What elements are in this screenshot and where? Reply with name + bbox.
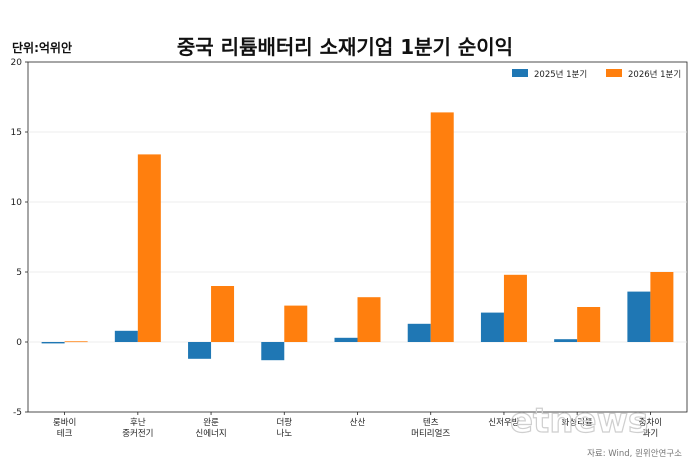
x-tick-label: 나노 <box>276 429 292 439</box>
legend-swatch <box>606 69 622 77</box>
legend-label: 2026년 1분기 <box>628 69 681 80</box>
plot-frame <box>27 61 688 413</box>
bar <box>188 342 212 359</box>
x-tick-label: 화성리튬 <box>562 418 593 428</box>
y-tick-label: 20 <box>11 58 23 68</box>
x-tick-label: 머티리얼즈 <box>411 428 450 439</box>
legend-label: 2025년 1분기 <box>534 69 587 80</box>
bar <box>284 305 308 342</box>
x-tick-label: 룽바이 <box>53 417 76 428</box>
bar <box>64 341 88 343</box>
x-tick-label: 신에너지 <box>195 428 226 439</box>
bar <box>430 112 454 343</box>
x-tick-label: 과기 <box>643 429 659 439</box>
bar <box>577 307 601 342</box>
x-tick-label: 중커전기 <box>122 428 153 439</box>
y-tick-label: 5 <box>16 268 22 278</box>
bar <box>261 342 285 361</box>
bar <box>334 337 358 342</box>
x-tick-label: 텐츠 <box>423 417 439 428</box>
bar <box>114 330 138 342</box>
bar <box>211 286 235 342</box>
x-tick-label: 신저우방 <box>488 417 519 428</box>
bar <box>480 312 504 342</box>
y-tick-label: 10 <box>11 198 23 208</box>
bar <box>627 291 651 342</box>
bar <box>137 154 161 342</box>
unit-label: 단위:억위안 <box>12 40 72 55</box>
bar <box>357 297 381 342</box>
chart-title: 중국 리튬배터리 소재기업 1분기 순이익 <box>177 35 513 59</box>
x-tick-label: 테크 <box>57 429 73 439</box>
legend-swatch <box>512 69 528 77</box>
bar <box>407 323 431 342</box>
legend: 2025년 1분기 2026년 1분기 <box>512 69 681 80</box>
bar <box>41 342 65 344</box>
bar <box>503 274 527 342</box>
y-tick-label: 0 <box>16 338 22 348</box>
x-tick-label: 중차이 <box>639 417 662 428</box>
y-tick-label: 15 <box>11 128 22 138</box>
x-tick-label: 더팡 <box>276 417 292 428</box>
watermark: etnews <box>510 401 648 441</box>
source-note: 자료: Wind, 윈위안연구소 <box>587 448 682 459</box>
x-tick-label: 산산 <box>350 417 366 428</box>
x-tick-label: 완룬 <box>203 418 219 428</box>
x-tick-label: 후난 <box>130 418 146 428</box>
bar <box>650 272 674 342</box>
bar <box>554 339 578 342</box>
y-tick-label: -5 <box>13 408 22 418</box>
